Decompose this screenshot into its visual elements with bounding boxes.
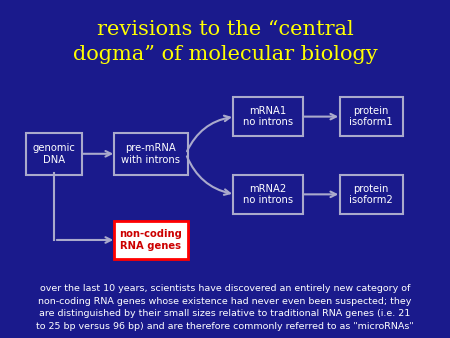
Text: protein
isoform2: protein isoform2: [349, 184, 393, 205]
FancyBboxPatch shape: [113, 221, 188, 259]
FancyBboxPatch shape: [26, 132, 82, 175]
FancyBboxPatch shape: [233, 175, 302, 214]
Text: mRNA1
no introns: mRNA1 no introns: [243, 106, 293, 127]
Text: over the last 10 years, scientists have discovered an entirely new category of
n: over the last 10 years, scientists have …: [36, 284, 414, 331]
FancyBboxPatch shape: [340, 97, 403, 136]
FancyArrowPatch shape: [187, 156, 230, 195]
Text: non-coding
RNA genes: non-coding RNA genes: [119, 229, 182, 251]
FancyBboxPatch shape: [233, 97, 302, 136]
FancyBboxPatch shape: [113, 132, 188, 175]
FancyArrowPatch shape: [187, 116, 230, 151]
Text: pre-mRNA
with introns: pre-mRNA with introns: [121, 143, 180, 165]
Text: revisions to the “central
dogma” of molecular biology: revisions to the “central dogma” of mole…: [72, 20, 378, 64]
Text: protein
isoform1: protein isoform1: [349, 106, 393, 127]
FancyBboxPatch shape: [340, 175, 403, 214]
Text: genomic
DNA: genomic DNA: [32, 143, 76, 165]
Text: mRNA2
no introns: mRNA2 no introns: [243, 184, 293, 205]
